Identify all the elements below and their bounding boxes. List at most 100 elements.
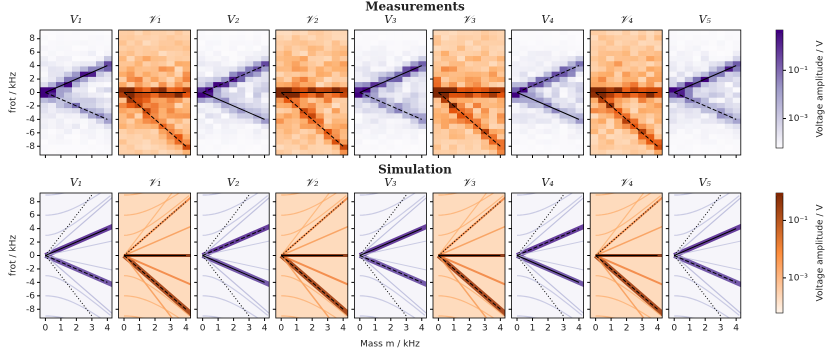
heatmap-cell xyxy=(481,123,490,130)
heatmap-cell xyxy=(465,102,474,109)
heatmap-cell xyxy=(489,118,498,125)
heatmap-cell xyxy=(72,118,81,125)
heatmap-cell xyxy=(449,108,458,114)
heatmap-cell xyxy=(197,40,206,46)
heatmap-cell xyxy=(511,92,520,99)
heatmap-cell xyxy=(716,45,726,52)
heatmap-arc xyxy=(45,295,102,318)
heatmap-cell xyxy=(511,40,520,46)
heatmap-cell xyxy=(323,118,333,125)
heatmap-cell xyxy=(126,139,135,145)
heatmap-cell xyxy=(253,61,262,67)
heatmap-cell xyxy=(402,76,411,83)
heatmap-cell xyxy=(692,40,702,46)
heatmap-cell xyxy=(96,118,105,125)
heatmap-cell xyxy=(96,144,105,151)
heatmap-cell xyxy=(535,108,544,114)
heatmap-cell xyxy=(418,56,427,62)
heatmap-cell xyxy=(646,45,655,52)
heatmap-cell xyxy=(378,82,387,88)
heatmap-cell xyxy=(551,40,560,46)
heatmap-cell xyxy=(378,113,387,119)
heatmap-cell xyxy=(331,92,341,99)
heatmap-cell xyxy=(362,118,371,125)
heatmap-cell xyxy=(676,71,686,78)
heatmap-cell xyxy=(441,108,450,114)
heatmap-cell xyxy=(378,50,387,57)
heatmap-cell xyxy=(700,92,710,99)
heatmap-cell xyxy=(197,56,206,62)
heatmap-cell xyxy=(370,35,379,41)
heatmap-cell xyxy=(724,123,734,130)
heatmap-cell xyxy=(614,50,623,57)
heatmap-cell xyxy=(402,40,411,46)
heatmap-cell xyxy=(481,71,490,78)
heatmap-cell xyxy=(527,45,536,52)
heatmap-cell xyxy=(535,92,544,99)
heatmap-cell xyxy=(394,45,403,52)
heatmap-cell xyxy=(283,92,293,99)
heatmap-cell xyxy=(339,50,348,57)
heatmap-cell xyxy=(205,35,214,41)
heatmap-cell xyxy=(654,66,663,72)
heatmap-cell xyxy=(221,144,230,151)
heatmap-cell xyxy=(590,113,599,119)
heatmap-cell xyxy=(638,87,647,93)
heatmap-cell xyxy=(527,87,536,93)
heatmap-cell xyxy=(489,50,498,57)
heatmap-cell xyxy=(213,66,222,72)
heatmap-cell xyxy=(418,82,427,88)
heatmap-cell xyxy=(72,149,81,155)
heatmap-band xyxy=(45,255,112,271)
heatmap-cell xyxy=(598,139,607,145)
heatmap-cell xyxy=(354,61,363,67)
heatmap-cell xyxy=(331,61,341,67)
heatmap-cell xyxy=(48,40,57,46)
guide-line xyxy=(280,255,344,310)
heatmap-cell xyxy=(283,71,293,78)
heatmap-cell xyxy=(441,113,450,119)
heatmap-cell xyxy=(732,61,741,67)
heatmap-cell xyxy=(732,45,741,52)
heatmap-cell xyxy=(126,66,135,72)
heatmap-cell xyxy=(158,134,167,140)
heatmap-cell xyxy=(323,76,333,83)
heatmap-cell xyxy=(489,113,498,119)
heatmap-cell xyxy=(96,56,105,62)
heatmap-cell xyxy=(559,82,568,88)
heatmap-cell xyxy=(221,123,230,130)
heatmap-cell xyxy=(291,87,301,93)
heatmap-cell xyxy=(80,149,89,155)
heatmap-cell xyxy=(253,134,262,140)
heatmap-cell xyxy=(732,50,741,57)
heatmap-cell xyxy=(410,134,419,140)
heatmap-cell xyxy=(567,128,576,135)
heatmap-cell xyxy=(118,108,127,114)
heatmap-arc xyxy=(45,195,111,236)
heatmap-cell xyxy=(118,66,127,72)
heatmap-cell xyxy=(291,76,301,83)
heatmap-cell xyxy=(402,123,411,130)
heatmap-cell xyxy=(598,128,607,135)
heatmap-cell xyxy=(497,97,505,104)
heatmap-cell xyxy=(481,45,490,52)
heatmap-cell xyxy=(150,128,159,135)
heatmap-cell xyxy=(622,92,631,99)
heatmap-cell xyxy=(166,87,175,93)
heatmap-cell xyxy=(646,87,655,93)
heatmap-cell xyxy=(708,87,718,93)
heatmap-band xyxy=(516,255,584,271)
heatmap-cell xyxy=(489,61,498,67)
heatmap-cell xyxy=(339,76,348,83)
heatmap-cell xyxy=(676,139,686,145)
heatmap-cell xyxy=(622,102,631,109)
heatmap-cell xyxy=(150,76,159,83)
heatmap-cell xyxy=(654,128,663,135)
heatmap-arc xyxy=(281,295,338,318)
heatmap-cell xyxy=(732,76,741,83)
heatmap-cell xyxy=(489,139,498,145)
heatmap-cell xyxy=(654,134,663,140)
heatmap-cell xyxy=(64,128,73,135)
heatmap-cell xyxy=(307,128,317,135)
heatmap-cell xyxy=(378,40,387,46)
